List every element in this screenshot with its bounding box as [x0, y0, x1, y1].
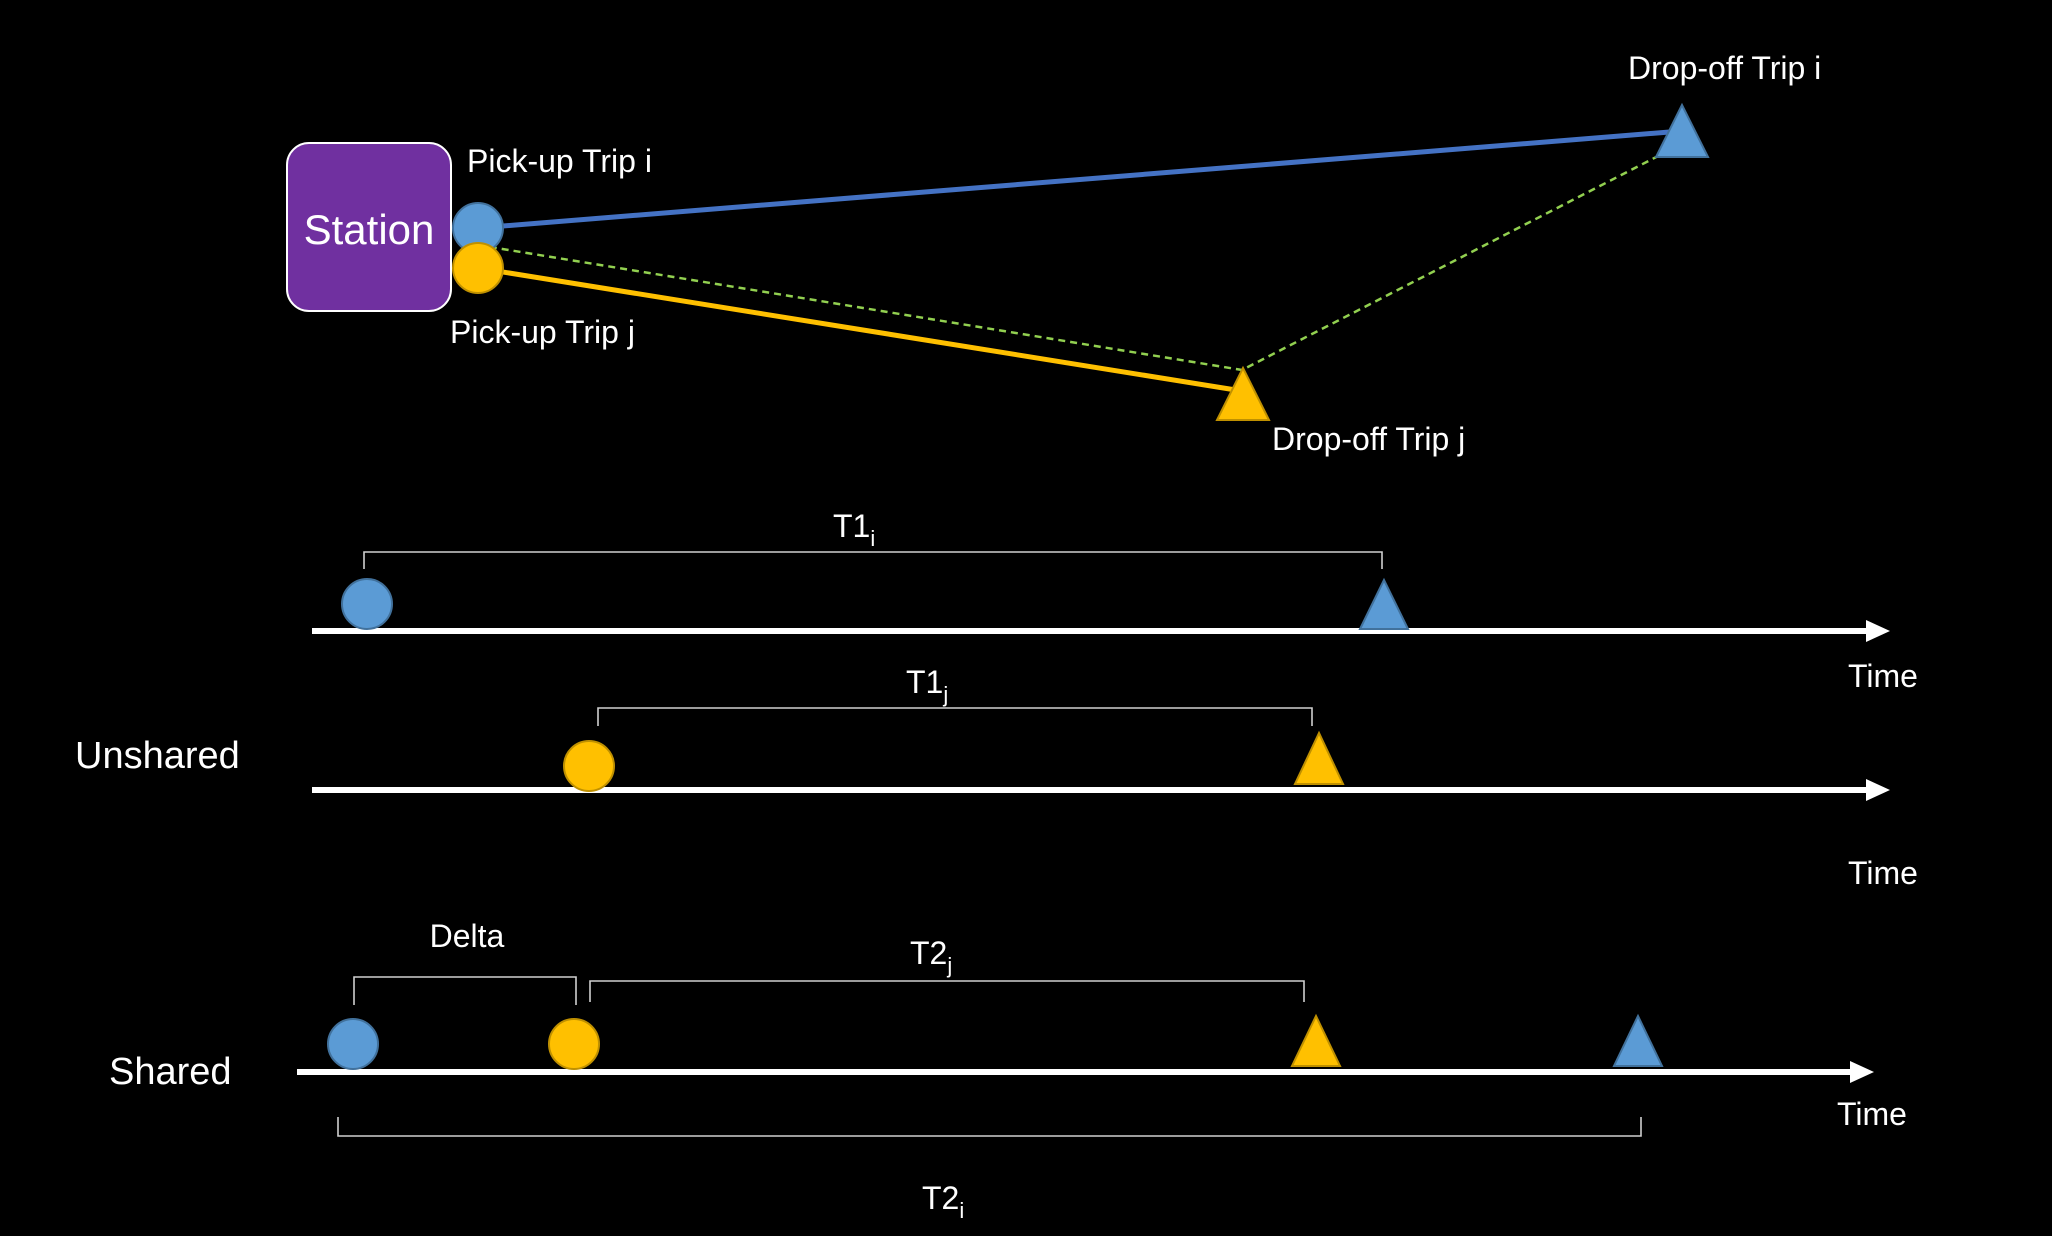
- pickup-trip-j-circle-icon: [452, 242, 504, 294]
- bracket-delta: [353, 976, 577, 1005]
- label-t2j: T2j: [910, 935, 952, 978]
- timeline-3-time-label: Time: [1837, 1096, 1907, 1132]
- label-t1i: T1i: [833, 508, 875, 551]
- pickup-trip-i-label: Pick-up Trip i: [467, 143, 652, 179]
- timeline-1-time-label: Time: [1848, 658, 1918, 694]
- dropoff-trip-j-triangle-icon: [1215, 365, 1271, 421]
- shared-label: Shared: [109, 1051, 232, 1093]
- shared-route: [477, 150, 1667, 372]
- dropoff-trip-i-label: Drop-off Trip i: [1628, 50, 1821, 86]
- timeline-2-pickup-j-circle-icon: [563, 740, 615, 792]
- route-trip-i: [477, 128, 1683, 231]
- unshared-label: Unshared: [75, 735, 240, 777]
- timeline-3-pickup-i-circle-icon: [327, 1018, 379, 1070]
- label-t2i: T2i: [922, 1180, 964, 1223]
- bracket-t2j: [589, 980, 1305, 1002]
- timeline-2-time-label: Time: [1848, 855, 1918, 891]
- bracket-t1i: [363, 551, 1383, 569]
- timeline-2-dropoff-j-triangle-icon: [1293, 730, 1345, 785]
- bracket-t1j: [597, 707, 1313, 726]
- timeline-3-dropoff-i-triangle-icon: [1612, 1013, 1664, 1067]
- timeline-1-pickup-i-circle-icon: [341, 578, 393, 630]
- timeline-1-arrow-right-icon: [1866, 620, 1890, 642]
- timeline-3-arrow-right-icon: [1850, 1061, 1874, 1083]
- label-t1j: T1j: [906, 664, 948, 707]
- label-delta: Delta: [430, 918, 505, 954]
- pickup-trip-j-label: Pick-up Trip j: [450, 314, 635, 350]
- station-box: [286, 142, 452, 312]
- route-trip-j: [477, 265, 1243, 394]
- dropoff-trip-j-label: Drop-off Trip j: [1272, 421, 1465, 457]
- bracket-t2i: [337, 1117, 1642, 1137]
- station: Station: [286, 142, 452, 312]
- dropoff-trip-i-triangle-icon: [1654, 102, 1710, 158]
- timeline-2-arrow-right-icon: [1866, 779, 1890, 801]
- timeline-3-pickup-j-circle-icon: [548, 1018, 600, 1070]
- timeline-1-dropoff-i-triangle-icon: [1358, 577, 1410, 630]
- timeline-3-dropoff-j-triangle-icon: [1290, 1013, 1342, 1067]
- station-label: Station: [304, 206, 435, 253]
